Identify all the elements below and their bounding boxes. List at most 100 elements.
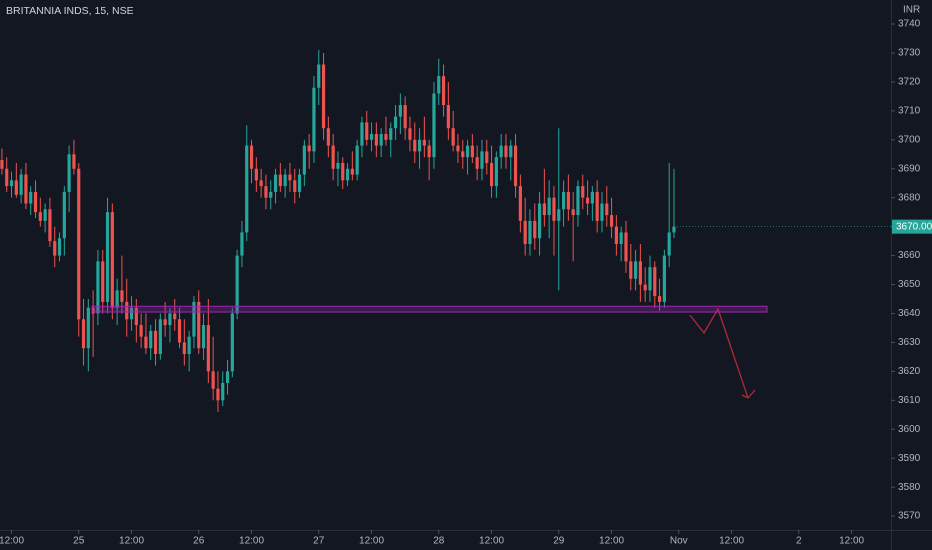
candle-body [432, 93, 436, 158]
y-tick-label: 3600 [898, 424, 921, 435]
candle-body [441, 76, 446, 106]
candle-body [509, 145, 513, 158]
candle-body [33, 191, 38, 213]
candle-body [648, 267, 652, 291]
candle-body [317, 64, 321, 88]
candle-body [29, 191, 33, 204]
projection-arrow [689, 307, 749, 399]
y-tick-label: 3710 [898, 106, 921, 117]
candle-body [552, 197, 556, 221]
candle-body [125, 301, 129, 320]
candle-body [187, 336, 191, 355]
candle-body [365, 122, 369, 140]
x-tick-label: 12:00 [239, 536, 264, 547]
candle-body [197, 301, 201, 349]
x-tick-label: 27 [313, 536, 325, 547]
candle-body [369, 134, 374, 140]
candle-body [173, 313, 177, 320]
candle-body [153, 330, 158, 355]
candle-body [667, 232, 671, 256]
candle-body [614, 226, 618, 245]
candle-body [62, 191, 66, 239]
y-tick-label: 3580 [898, 482, 921, 493]
y-tick-label: 3740 [898, 19, 921, 30]
candle-body [57, 238, 62, 256]
candle-body [489, 162, 494, 187]
x-tick-label: 29 [553, 536, 565, 547]
arrow-head [741, 389, 756, 399]
candle-body [0, 160, 4, 169]
candle-body [235, 255, 239, 314]
candle-body [24, 174, 28, 204]
candle-body [264, 186, 268, 198]
candle-body [336, 162, 340, 169]
x-tick-label: 12:00 [719, 536, 744, 547]
candle-body [331, 145, 335, 169]
y-tick-label: 3650 [898, 279, 921, 290]
candle-body [485, 151, 489, 163]
candle-body [345, 168, 350, 181]
candle-body [561, 191, 566, 210]
candle-body [307, 145, 311, 152]
y-tick-label: 3590 [898, 453, 921, 464]
candle-body [5, 168, 9, 187]
x-tick-label: 25 [73, 536, 85, 547]
candle-body [389, 128, 393, 140]
y-tick-label: 3720 [898, 77, 921, 88]
y-tick-label: 3690 [898, 163, 921, 174]
candle-body [129, 307, 134, 320]
candle-body [326, 128, 330, 146]
candle-body [542, 203, 546, 216]
candle-body [600, 203, 604, 221]
candle-body [374, 134, 378, 146]
candle-body [446, 105, 450, 129]
last-price-label: 3670.00 [896, 221, 932, 232]
candle-body [533, 220, 537, 239]
y-tick-label: 3700 [898, 134, 921, 145]
x-tick-label: Nov [670, 536, 688, 547]
candle-body [590, 191, 594, 204]
candle-body [81, 319, 86, 349]
last-price-tag [892, 219, 932, 234]
candle-body [230, 313, 234, 372]
candle-body [225, 371, 230, 383]
candle-body [273, 174, 278, 192]
candle-body [206, 325, 210, 372]
candle-body [158, 319, 162, 355]
candle-body [120, 290, 124, 302]
candle-body [240, 232, 244, 256]
candle-body [91, 307, 95, 314]
candle-body [249, 145, 254, 169]
candle-body [96, 261, 100, 314]
candle-body [110, 212, 114, 308]
candle-body [657, 296, 662, 302]
candle-body [393, 116, 398, 129]
x-tick-label: 12:00 [839, 536, 864, 547]
overlay [91, 305, 768, 399]
candle-body [67, 154, 71, 192]
candle-body [547, 197, 551, 216]
candle-body [662, 255, 666, 302]
candle-body [149, 330, 153, 349]
candle-body [278, 174, 282, 187]
candle-body [624, 232, 628, 262]
candle-body [609, 215, 614, 227]
y-tick-label: 3570 [898, 511, 921, 522]
currency-label: INR [903, 5, 920, 16]
candle-body [192, 301, 196, 337]
candle-body [77, 168, 81, 320]
candle-body [523, 220, 527, 245]
candle-body [451, 128, 455, 146]
candle-body [398, 105, 402, 117]
x-tick-label: 12:00 [599, 536, 624, 547]
candle-body [619, 232, 623, 245]
candle-body [163, 319, 167, 326]
candle-body [653, 267, 657, 297]
candle-body [422, 139, 426, 146]
candle-body [379, 134, 383, 146]
candle-body [221, 382, 225, 401]
y-tick-label: 3640 [898, 308, 921, 319]
candle-body [9, 180, 14, 187]
candle-body [465, 145, 470, 158]
